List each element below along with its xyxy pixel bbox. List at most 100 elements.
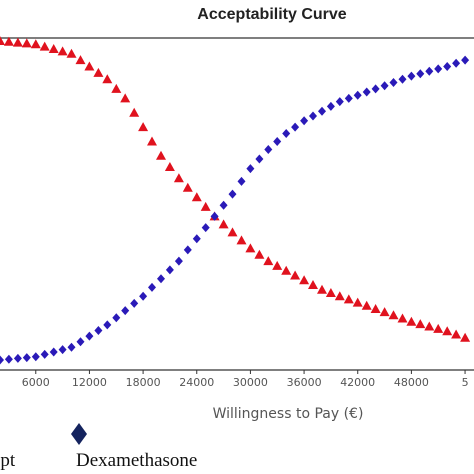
triangle-marker [334,291,345,301]
triangle-marker [147,136,157,146]
diamond-marker [103,320,112,330]
legend-diamond-icon [71,423,87,445]
triangle-marker [66,48,77,58]
diamond-marker [0,355,4,365]
triangle-marker [138,122,149,132]
triangle-marker [75,55,86,65]
diamond-marker [219,200,228,210]
triangle-marker [120,93,131,103]
diamond-marker [371,84,380,94]
triangle-marker [111,83,122,93]
series-2 [0,55,470,365]
diamond-marker [452,58,461,68]
triangle-marker [3,36,14,46]
triangle-marker [406,316,417,326]
diamond-marker [94,326,103,335]
diamond-marker [335,97,344,107]
diamond-marker [148,282,156,292]
plot-area-group [0,37,474,371]
diamond-marker [246,164,255,174]
triangle-marker [343,294,354,304]
triangle-marker [48,44,59,53]
legend: ept Dexamethasone [0,423,197,471]
diamond-marker [228,189,237,199]
triangle-marker [451,329,462,339]
diamond-marker [461,55,470,65]
triangle-marker [352,297,363,307]
diamond-marker [157,274,165,284]
x-axis-label: Willingness to Pay (€) [213,406,364,422]
triangle-marker [218,219,229,229]
triangle-marker [129,107,140,117]
diamond-marker [165,265,174,275]
triangle-marker [227,227,238,237]
diamond-marker [326,101,335,111]
triangle-marker [182,182,193,192]
triangle-marker [379,307,390,317]
diamond-marker [344,93,353,103]
diamond-marker [255,154,264,164]
diamond-marker [434,64,443,74]
diamond-marker [282,129,291,138]
x-tick-label: 5 [462,376,469,389]
diamond-marker [13,353,22,363]
triangle-marker [93,67,104,77]
triangle-marker [397,313,408,323]
triangle-marker [164,162,175,171]
diamond-marker [318,106,326,116]
diamond-marker [22,353,31,363]
diamond-marker [416,69,425,79]
x-tick-label: 18000 [126,376,161,389]
diamond-marker [237,176,246,186]
triangle-marker [200,201,211,211]
diamond-marker [4,354,13,364]
diamond-marker [309,111,317,121]
triangle-marker [388,310,399,320]
triangle-marker [39,41,50,51]
diamond-marker [85,331,94,341]
x-tick-label: 6000 [22,376,50,389]
diamond-marker [210,211,219,221]
diamond-marker [443,62,452,71]
diamond-marker [49,347,58,357]
triangle-marker [21,38,32,48]
triangle-marker [263,256,274,266]
triangle-marker [254,249,265,259]
x-tick-label: 36000 [287,376,322,389]
triangle-marker [308,280,318,289]
diamond-marker [76,337,85,347]
diamond-marker [121,306,130,316]
triangle-marker [12,37,23,47]
diamond-marker [273,137,282,146]
legend-label-series-2: Dexamethasone [76,450,197,471]
diamond-marker [353,90,362,100]
triangle-marker [84,61,95,71]
diamond-marker [407,71,416,81]
diamond-marker [264,145,273,154]
series-layer [0,36,471,365]
diamond-marker [40,349,49,359]
triangle-marker [281,265,292,275]
diamond-marker [58,345,67,355]
diamond-marker [389,78,398,87]
triangle-marker [424,321,435,331]
diamond-marker [380,81,389,91]
triangle-marker [272,260,283,270]
diamond-marker [362,87,371,97]
triangle-marker [245,243,256,253]
diamond-marker [300,116,309,126]
diamond-marker [130,298,139,308]
triangle-marker [236,235,247,245]
triangle-marker [415,319,426,329]
triangle-marker [30,39,41,49]
triangle-marker [460,332,471,342]
x-tick-labels: 6000 12000 18000 24000 30000 36000 42000 48000 5 [22,370,469,389]
diamond-marker [174,256,183,266]
x-tick-label: 12000 [72,376,107,389]
triangle-marker [191,192,202,202]
diamond-marker [67,342,76,352]
legend-label-series-1: ept [0,450,16,471]
chart-title: Acceptability Curve [197,6,346,23]
diamond-marker [31,352,40,362]
